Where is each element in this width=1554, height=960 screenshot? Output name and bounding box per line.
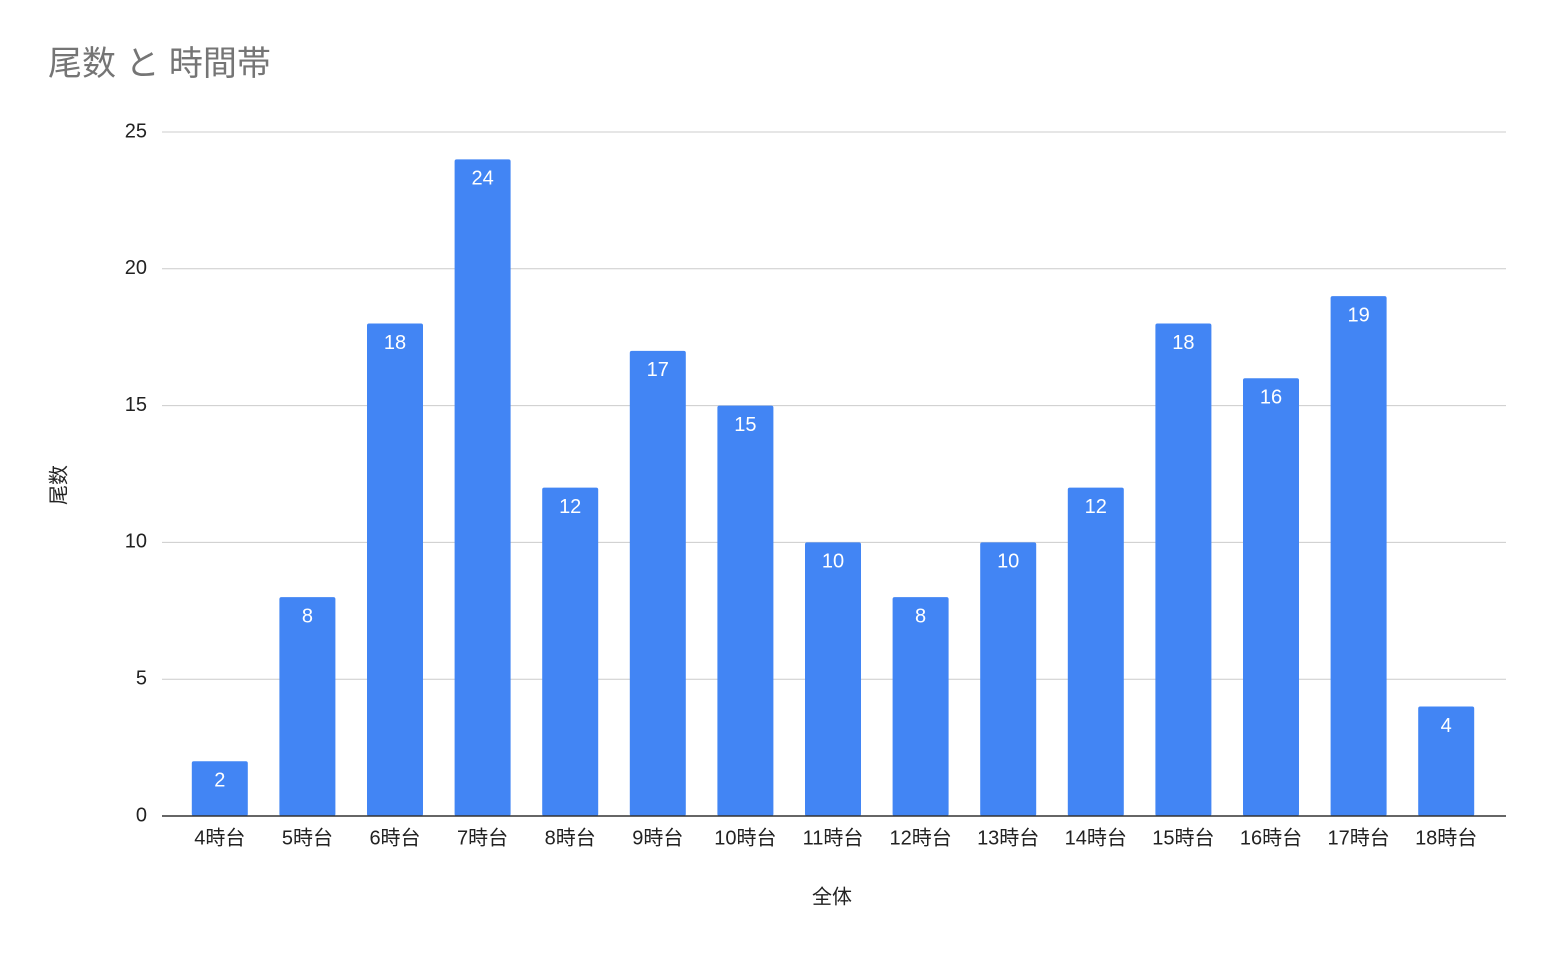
data-label: 4	[1441, 715, 1452, 737]
bar	[629, 350, 686, 816]
bar	[892, 597, 949, 816]
data-label: 8	[302, 605, 313, 627]
x-tick-label: 6時台	[369, 826, 420, 849]
bar	[542, 487, 599, 816]
data-label: 12	[1085, 496, 1107, 518]
bar	[279, 597, 336, 816]
y-tick-label: 20	[125, 257, 147, 279]
x-tick-label: 13時台	[977, 826, 1039, 849]
bar	[1243, 378, 1299, 816]
y-tick-label: 10	[125, 531, 147, 553]
x-tick-label: 5時台	[282, 826, 333, 849]
y-tick-label: 25	[125, 120, 147, 142]
x-tick-label: 8時台	[545, 826, 596, 849]
data-label: 2	[214, 770, 225, 792]
data-label: 18	[384, 332, 406, 354]
data-label: 24	[471, 168, 493, 190]
y-tick-label: 15	[125, 394, 147, 416]
chart-title: 尾数 と 時間帯	[48, 45, 271, 83]
x-tick-label: 9時台	[632, 826, 683, 849]
y-tick-label: 5	[136, 667, 147, 689]
data-label: 12	[559, 496, 581, 518]
bar	[1330, 296, 1387, 816]
data-label: 16	[1260, 387, 1282, 409]
bar	[454, 159, 511, 817]
x-tick-label: 16時台	[1240, 826, 1302, 849]
bar	[980, 542, 1037, 816]
x-tick-label: 14時台	[1065, 826, 1127, 849]
bar	[367, 323, 423, 816]
data-label: 19	[1347, 304, 1369, 326]
x-tick-label: 17時台	[1327, 826, 1389, 849]
data-label: 18	[1172, 332, 1194, 354]
bar	[1418, 706, 1475, 816]
bar	[805, 542, 861, 816]
bar	[1155, 323, 1212, 816]
x-tick-label: 12時台	[889, 826, 951, 849]
data-label: 8	[915, 605, 926, 627]
x-tick-label: 4時台	[194, 826, 245, 849]
data-label: 15	[734, 414, 756, 436]
x-tick-label: 18時台	[1415, 826, 1477, 849]
y-axis-label: 尾数	[47, 465, 70, 505]
bar	[191, 761, 248, 816]
x-tick-label: 11時台	[803, 826, 864, 849]
bar	[1067, 487, 1124, 816]
data-label: 17	[647, 359, 669, 381]
x-tick-label: 15時台	[1152, 826, 1214, 849]
y-tick-label: 0	[136, 804, 147, 826]
x-tick-label: 10時台	[714, 826, 776, 849]
bar	[717, 405, 774, 816]
data-label: 10	[997, 551, 1019, 573]
x-tick-label: 7時台	[457, 826, 508, 849]
x-axis-label: 全体	[812, 885, 852, 908]
bars: 2 8 18 24 12 17 15 10 8 10 12 18 16 19 4	[191, 159, 1475, 817]
data-label: 10	[822, 551, 844, 573]
